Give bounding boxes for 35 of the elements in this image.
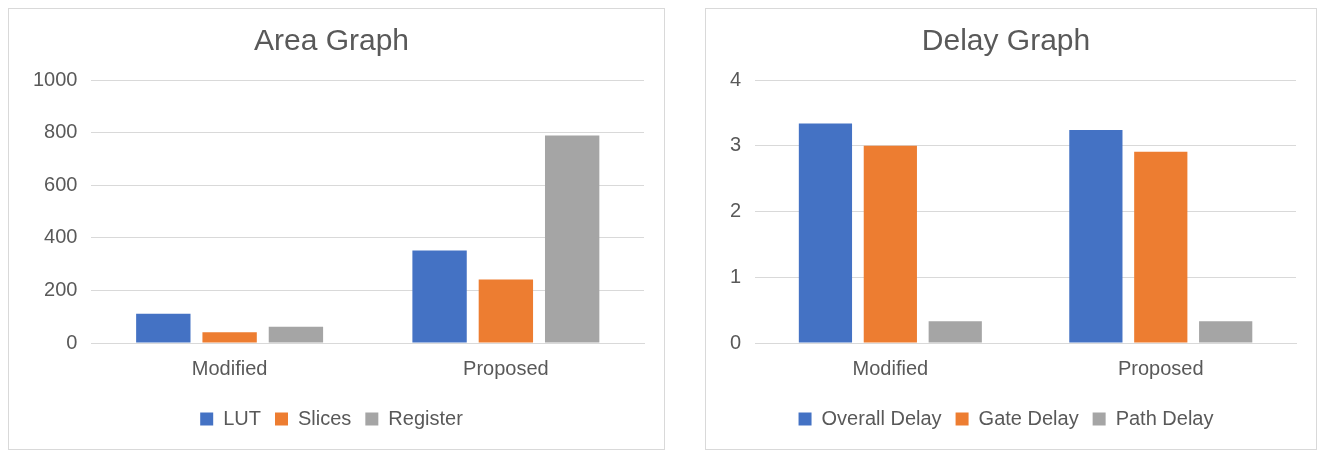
x-tick-label: Proposed [1117,356,1204,379]
y-tick-label: 2 [730,199,742,222]
bar [136,313,191,343]
bar [202,332,257,343]
y-tick-label: 4 [730,67,742,90]
bar [268,326,324,343]
bar [863,145,917,343]
bar [1199,321,1253,343]
chart-title: Delay Graph [921,23,1091,57]
legend-label: Path Delay [1115,406,1214,429]
bar [798,123,853,343]
legend-label: Slices [297,406,352,429]
legend-label: LUT [223,406,261,429]
x-tick-label: Modified [191,356,268,379]
y-tick-label: 200 [44,277,78,300]
y-tick-label: 1000 [32,67,78,90]
y-tick-label: 3 [730,133,742,156]
y-tick-label: 1 [730,264,742,287]
y-tick-label: 600 [44,172,78,195]
legend-label: Overall Delay [821,406,942,429]
y-tick-label: 0 [730,330,742,353]
chart-title: Area Graph [253,23,410,57]
bar [478,279,534,343]
bar [1069,129,1123,343]
legend-label: Register [388,406,464,429]
y-tick-label: 800 [44,120,78,143]
bar [928,321,982,343]
x-tick-label: Modified [852,356,929,379]
bar [1134,151,1188,343]
bar [412,250,467,343]
x-tick-label: Proposed [463,356,549,379]
legend-label: Gate Delay [978,406,1079,429]
y-tick-label: 0 [66,330,78,353]
y-tick-label: 400 [44,225,78,248]
bar [544,135,600,343]
